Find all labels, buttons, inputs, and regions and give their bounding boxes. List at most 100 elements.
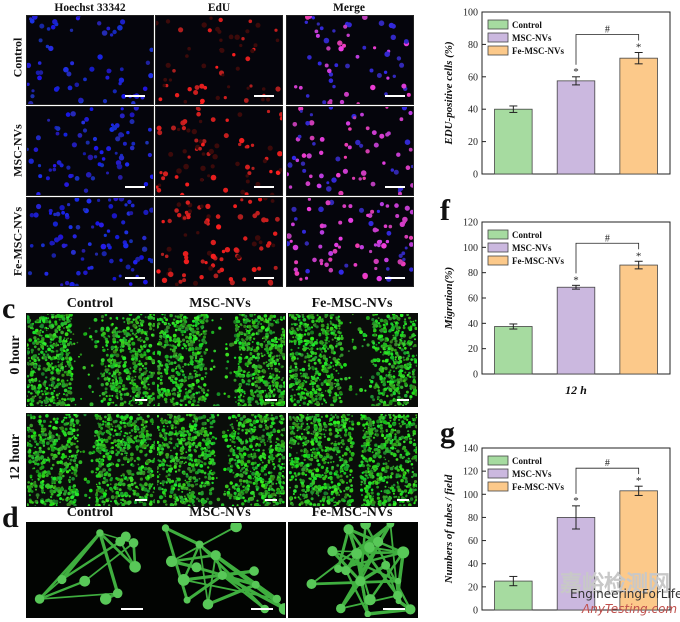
column-header-merge: Merge — [333, 2, 365, 14]
bracket-mark: # — [605, 25, 610, 36]
scratch-micrograph — [156, 413, 286, 507]
y-tick-label: 20 — [468, 582, 478, 593]
y-tick-label: 40 — [468, 559, 478, 570]
y-tick-label: 80 — [468, 513, 478, 524]
significance-bracket — [575, 467, 640, 494]
column-header-msc-nvs-d: MSC-NVs — [189, 505, 251, 520]
y-tick-label: 40 — [468, 105, 478, 116]
scratch-micrograph — [26, 313, 156, 407]
legend-label: Control — [512, 230, 542, 240]
bracket-mark: # — [605, 233, 610, 244]
significance-star: * — [573, 495, 579, 507]
panel-letter-f: f — [440, 194, 450, 227]
y-tick-label: 140 — [463, 444, 478, 455]
scale-bar — [254, 186, 274, 188]
column-header-fe-msc-nvs-c: Fe-MSC-NVs — [311, 296, 393, 311]
scratch-micrograph — [288, 413, 418, 507]
y-tick-label: 80 — [468, 268, 478, 279]
significance-star: * — [636, 250, 642, 262]
bar-msc-nvs — [556, 286, 596, 375]
tubes-bar-chart: 0 20 40 60 80 100 120 140 Numbers of tubes / fie… — [438, 440, 678, 618]
bar-fe-msc-nvs — [619, 57, 658, 175]
y-tick-label: 60 — [468, 72, 478, 83]
edu-micrograph — [155, 15, 283, 105]
legend-label: Fe-MSC-NVs — [512, 46, 564, 56]
hoechst-micrograph — [26, 197, 154, 287]
watermark-text: 嘉峪检测网 — [560, 572, 671, 597]
scale-bar — [125, 95, 145, 97]
edu-micrograph — [155, 197, 283, 287]
column-header-msc-nvs-c: MSC-NVs — [189, 296, 251, 311]
column-header-fe-msc-nvs-d: Fe-MSC-NVs — [311, 505, 393, 520]
scratch-micrograph — [156, 313, 286, 407]
bar-fe-msc-nvs — [619, 490, 658, 611]
y-axis-label: Numbers of tubes / field — [443, 474, 455, 584]
merge-micrograph — [286, 106, 414, 196]
legend-swatch — [487, 32, 509, 43]
scale-bar — [121, 608, 143, 610]
scale-bar — [254, 95, 274, 97]
y-tick-label: 100 — [463, 490, 478, 501]
scale-bar — [135, 499, 147, 501]
scale-bar — [385, 95, 405, 97]
panel-letter-c: c — [2, 292, 16, 325]
legend-label: Fe-MSC-NVs — [512, 256, 564, 266]
y-tick-label: 0 — [473, 170, 478, 181]
scale-bar — [385, 186, 405, 188]
legend-label: MSC-NVs — [512, 33, 552, 43]
tube-micrograph — [288, 522, 418, 618]
legend-swatch — [487, 45, 509, 56]
column-header-hoechst: Hoechst 33342 — [54, 2, 126, 14]
legend-label: Control — [512, 456, 542, 466]
legend-swatch — [487, 242, 509, 253]
bar-control — [494, 108, 533, 175]
y-tick-label: 0 — [473, 606, 478, 617]
y-tick-label: 60 — [468, 536, 478, 547]
hoechst-micrograph — [26, 15, 154, 105]
y-tick-label: 100 — [463, 8, 478, 19]
tube-micrograph — [26, 522, 156, 618]
significance-star: * — [636, 42, 642, 54]
hoechst-micrograph — [26, 106, 154, 196]
panel-letter-g: g — [440, 416, 455, 449]
y-tick-label: 100 — [463, 243, 478, 254]
significance-star: * — [573, 274, 579, 286]
scale-bar — [135, 399, 147, 401]
bar-control — [494, 326, 533, 375]
y-tick-label: 120 — [463, 467, 478, 478]
column-header-edu: EdU — [207, 2, 231, 14]
merge-micrograph — [286, 15, 414, 105]
scale-bar — [385, 277, 405, 279]
scale-bar — [125, 186, 145, 188]
y-tick-label: 20 — [468, 137, 478, 148]
scale-bar — [397, 499, 409, 501]
legend-swatch — [487, 229, 509, 240]
legend-label: MSC-NVs — [512, 469, 552, 479]
column-header-control-d: Control — [66, 505, 114, 520]
legend-swatch — [487, 468, 509, 479]
scratch-micrograph — [288, 313, 418, 407]
tube-micrograph — [156, 522, 286, 618]
scratch-micrograph — [26, 413, 156, 507]
legend-label: MSC-NVs — [512, 243, 552, 253]
y-tick-label: 120 — [463, 218, 478, 229]
legend-label: Fe-MSC-NVs — [512, 482, 564, 492]
panel-letter-d: d — [2, 501, 19, 534]
significance-star: * — [636, 475, 642, 487]
scale-bar — [265, 399, 277, 401]
legend-swatch — [487, 455, 509, 466]
y-tick-label: 80 — [468, 40, 478, 51]
row-label-12-hour: 12 hour — [8, 433, 23, 481]
bar-fe-msc-nvs — [619, 264, 658, 375]
y-axis-label: Migration(%) — [443, 267, 455, 330]
x-axis-label: 12 h — [565, 383, 587, 397]
significance-bracket — [575, 34, 640, 65]
scale-bar — [397, 399, 409, 401]
bracket-mark: # — [605, 458, 610, 469]
y-tick-label: 20 — [468, 344, 478, 355]
bar-msc-nvs — [556, 80, 596, 175]
significance-star: * — [573, 66, 579, 78]
y-tick-label: 60 — [468, 294, 478, 305]
y-axis-label: EDU-positive cells (%) — [443, 41, 455, 145]
scale-bar — [251, 608, 273, 610]
